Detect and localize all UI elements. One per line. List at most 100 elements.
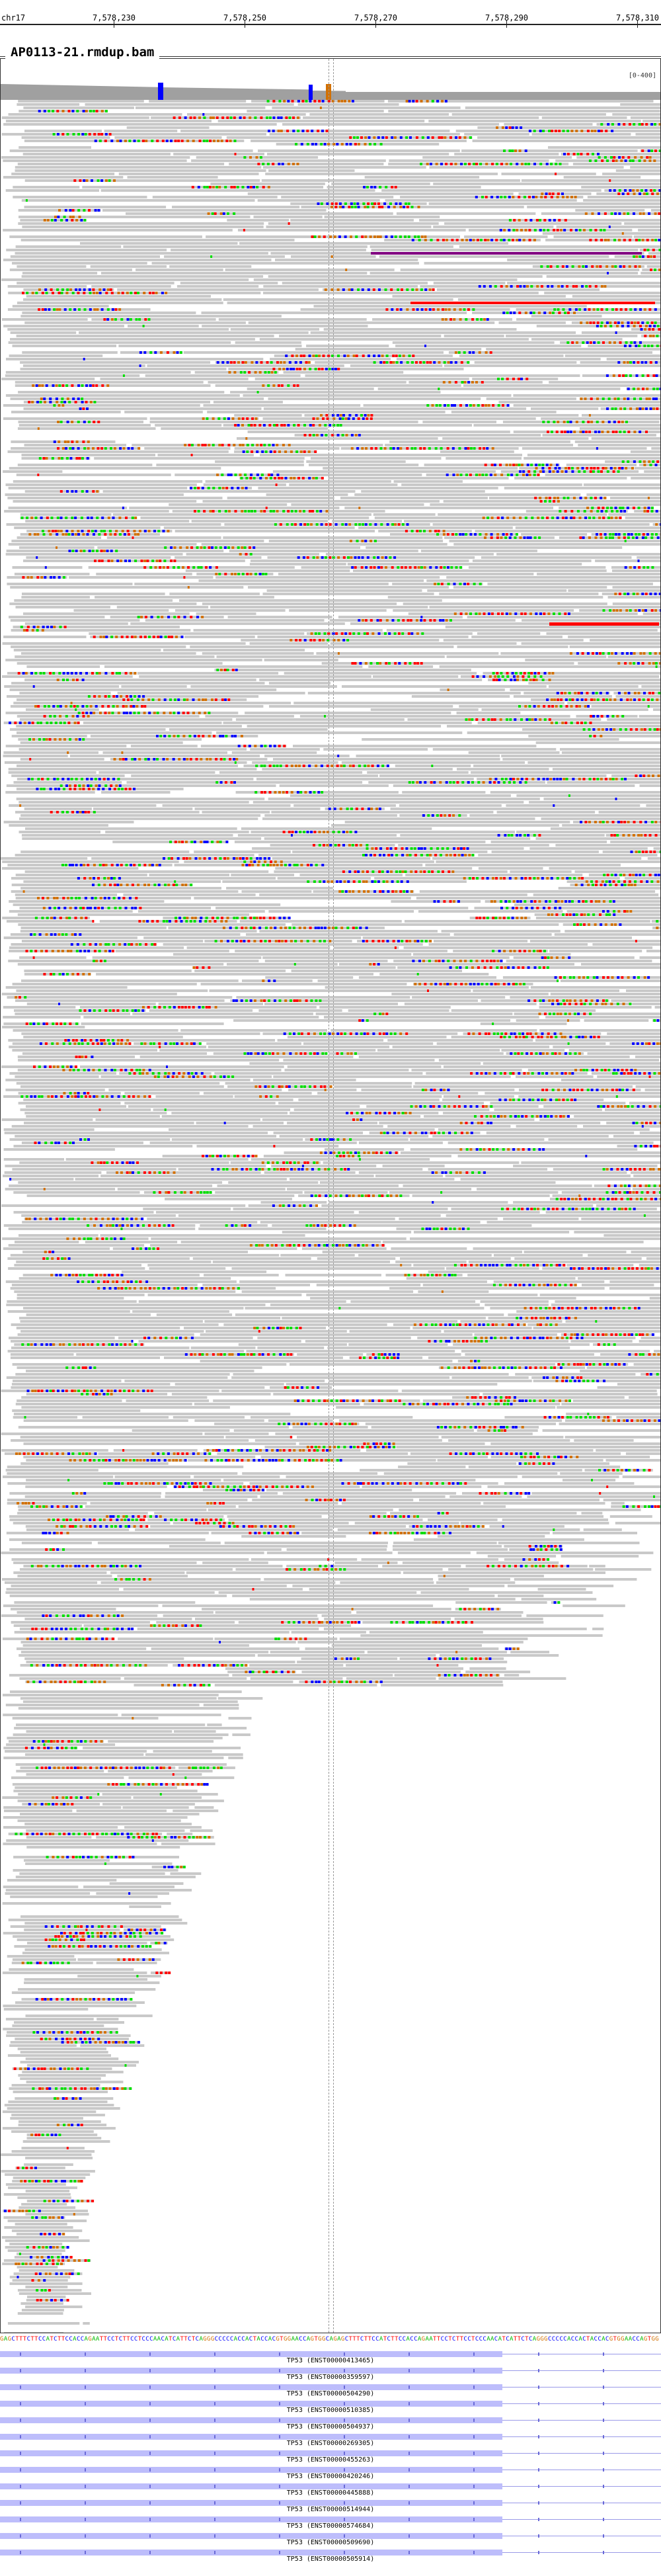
mismatch-base bbox=[224, 510, 227, 513]
genomic-ruler[interactable]: chr17 7,578,230 7,578,250 7,578,270 7,57… bbox=[0, 0, 661, 33]
aligned-read bbox=[550, 827, 660, 830]
aligned-read bbox=[118, 173, 259, 175]
mismatch-base bbox=[330, 202, 334, 205]
aligned-read bbox=[366, 546, 623, 549]
bam-track-title[interactable]: AP0113-21.rmdup.bam bbox=[5, 45, 160, 60]
mismatch-base bbox=[497, 781, 500, 784]
mismatch-base bbox=[361, 447, 364, 450]
mismatch-base bbox=[599, 913, 602, 916]
mismatch-base bbox=[348, 632, 352, 635]
mismatch-base bbox=[656, 345, 659, 347]
mismatch-base bbox=[605, 374, 609, 377]
read-pileup[interactable] bbox=[1, 100, 660, 2333]
mismatch-base bbox=[121, 788, 124, 790]
coverage-bar bbox=[202, 87, 203, 100]
mismatch-base bbox=[381, 206, 384, 208]
mismatch-base bbox=[222, 927, 225, 929]
mismatch-base bbox=[479, 917, 482, 919]
mismatch-base bbox=[166, 566, 169, 569]
mismatch-base bbox=[227, 444, 231, 446]
mismatch-base bbox=[573, 877, 576, 880]
mismatch-base bbox=[365, 854, 368, 856]
mismatch-base bbox=[625, 609, 629, 612]
mismatch-base bbox=[86, 407, 89, 410]
coverage-bar bbox=[602, 92, 603, 100]
aligned-read bbox=[268, 910, 414, 913]
mismatch-base bbox=[71, 384, 74, 387]
mismatch-base bbox=[326, 844, 329, 847]
mismatch-base bbox=[280, 424, 284, 427]
aligned-read bbox=[88, 566, 295, 569]
mismatch-base bbox=[579, 536, 582, 539]
mismatch-base bbox=[518, 312, 522, 314]
mismatch-base bbox=[211, 546, 214, 549]
coverage-bar bbox=[418, 92, 420, 100]
mismatch-base bbox=[146, 920, 149, 923]
mismatch-base bbox=[169, 698, 172, 701]
mismatch-base bbox=[354, 831, 358, 833]
mismatch-base bbox=[569, 652, 572, 655]
mismatch-base bbox=[514, 536, 517, 539]
mismatch-base bbox=[611, 130, 614, 132]
mismatch-base bbox=[522, 675, 525, 678]
aligned-read bbox=[126, 781, 363, 784]
aligned-read bbox=[275, 867, 473, 870]
mismatch-base bbox=[648, 397, 651, 400]
coverage-bar bbox=[377, 92, 379, 100]
mismatch-base bbox=[180, 920, 183, 923]
mismatch-base bbox=[294, 510, 297, 513]
mismatch-base bbox=[605, 821, 609, 823]
mismatch-base bbox=[88, 133, 91, 136]
aligned-read bbox=[393, 609, 574, 612]
mismatch-base bbox=[535, 219, 539, 222]
aligned-read bbox=[468, 566, 606, 569]
mismatch-base bbox=[186, 140, 190, 142]
mismatch-base bbox=[124, 907, 128, 909]
mismatch-base bbox=[308, 354, 311, 357]
mismatch-base bbox=[642, 533, 645, 536]
coverage-track[interactable] bbox=[1, 81, 660, 100]
mismatch-base bbox=[151, 943, 154, 946]
mismatch-base bbox=[167, 857, 171, 860]
mismatch-base bbox=[141, 140, 145, 142]
coverage-bar bbox=[371, 92, 372, 100]
coverage-bar bbox=[6, 84, 7, 100]
mismatch-base bbox=[106, 550, 109, 552]
mismatch-base bbox=[564, 470, 568, 473]
mismatch-base bbox=[501, 675, 504, 678]
aligned-read bbox=[201, 543, 447, 546]
mismatch-base bbox=[377, 632, 381, 635]
mismatch-base bbox=[361, 556, 364, 559]
mismatch-base bbox=[535, 464, 538, 466]
aligned-read bbox=[647, 857, 660, 860]
mismatch-base bbox=[197, 487, 200, 489]
mismatch-base bbox=[596, 467, 600, 470]
mismatch-base bbox=[606, 715, 609, 718]
mismatch-base bbox=[185, 920, 188, 923]
mismatch-base bbox=[634, 880, 637, 883]
mismatch-base bbox=[159, 560, 162, 562]
mismatch-base bbox=[280, 860, 283, 863]
mismatch-base bbox=[451, 239, 454, 241]
mismatch-base bbox=[221, 698, 224, 701]
alignment-panel[interactable]: [0-400] bbox=[0, 58, 661, 2333]
mismatch-base bbox=[575, 285, 578, 288]
mismatch-base bbox=[605, 536, 608, 539]
mismatch-base bbox=[67, 110, 71, 112]
mismatch-base bbox=[536, 285, 539, 288]
coverage-bar bbox=[532, 92, 533, 100]
mismatch-base bbox=[646, 388, 649, 390]
mismatch-base bbox=[426, 854, 429, 856]
mismatch-base bbox=[122, 758, 125, 761]
mismatch-base bbox=[215, 758, 218, 761]
mismatch-base bbox=[171, 857, 173, 860]
mismatch-base bbox=[490, 464, 494, 466]
aligned-read bbox=[82, 186, 324, 188]
coverage-bar bbox=[401, 92, 403, 100]
mismatch-base bbox=[582, 536, 585, 539]
mismatch-base bbox=[216, 474, 219, 476]
mismatch-base bbox=[524, 705, 527, 708]
mismatch-base bbox=[440, 583, 444, 585]
mismatch-base bbox=[135, 943, 138, 946]
mismatch-base bbox=[448, 814, 451, 817]
